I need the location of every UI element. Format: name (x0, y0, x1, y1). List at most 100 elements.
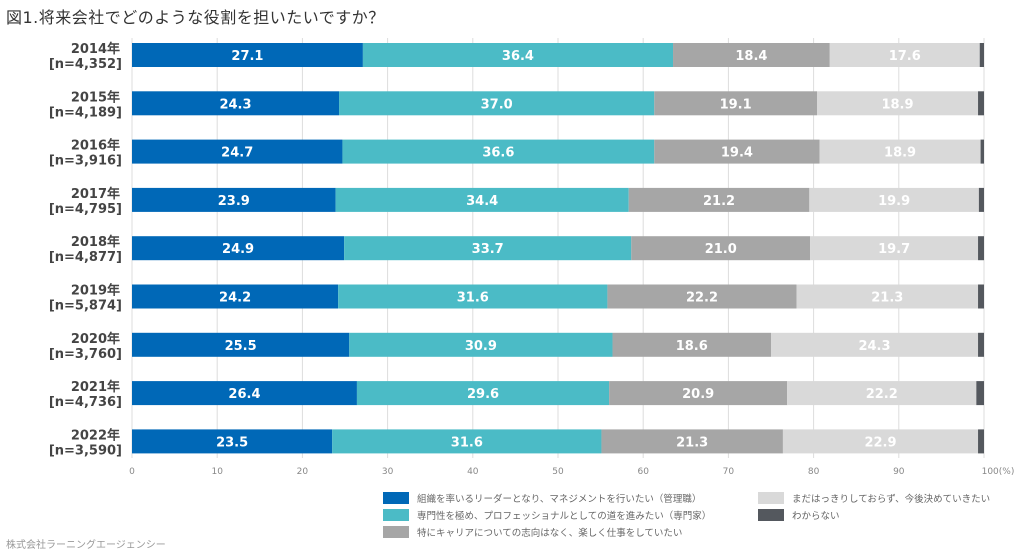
row-label-year: 2014年 (71, 41, 120, 57)
legend-item: まだはっきりしておらず、今後決めていきたい (758, 489, 990, 506)
legend-label: 組織を率いるリーダーとなり、マネジメントを行いたい（管理職） (417, 493, 702, 505)
row-label-n: [n=4,189] (49, 105, 122, 120)
bar-segment (342, 139, 655, 164)
bar-segment (771, 332, 979, 357)
bar-value-label: 25.5 (225, 339, 257, 354)
legend-right: まだはっきりしておらず、今後決めていきたい わからない (758, 489, 990, 523)
bar-value-label: 34.4 (466, 194, 498, 209)
bar-segment (809, 187, 979, 212)
bar-value-label: 33.7 (472, 242, 504, 257)
bar-value-label: 20.9 (682, 387, 714, 402)
bar-value-label: 27.1 (231, 49, 263, 64)
bar-segment (609, 381, 788, 406)
bar-value-label: 21.2 (703, 194, 735, 209)
row-label-year: 2015年 (71, 89, 120, 105)
legend-item: 特にキャリアについての志向はなく、楽しく仕事をしていたい (383, 523, 711, 540)
row-label-year: 2021年 (71, 379, 120, 395)
bar-value-label: 24.7 (221, 146, 253, 161)
legend-label: まだはっきりしておらず、今後決めていきたい (792, 493, 991, 505)
bar-value-label: 21.0 (705, 242, 737, 257)
bar-segment (978, 332, 984, 357)
bar-segment (810, 236, 979, 261)
bar-value-label: 21.3 (871, 291, 903, 306)
bar-segment (976, 381, 984, 406)
row-labels: 2014年[n=4,352] 2015年[n=4,189] 2016年[n=3,91… (49, 41, 122, 458)
bar-value-label: 19.9 (878, 194, 910, 209)
row-label-n: [n=4,352] (49, 57, 122, 72)
legend-label: 専門性を極め、プロフェッショナルとしての道を進みたい（専門家） (417, 510, 712, 522)
bar-value-label: 37.0 (481, 97, 513, 112)
bar-value-label: 31.6 (457, 291, 489, 306)
bar-value-label: 24.9 (222, 242, 254, 257)
bar-segment (978, 429, 984, 454)
x-tick-label: 20 (297, 467, 309, 477)
bar-value-label: 31.6 (451, 435, 483, 450)
legend-left: 組織を率いるリーダーとなり、マネジメントを行いたい（管理職） 専門性を極め、プロ… (383, 489, 711, 540)
bar-segment (673, 43, 830, 67)
x-tick-label: 70 (723, 467, 735, 477)
bar-segment (654, 91, 818, 116)
chart-title: 図1.将来会社でどのような役割を担いたいですか？ (6, 8, 385, 27)
bar-segment (978, 284, 984, 309)
bar-value-label: 23.5 (216, 435, 248, 450)
bar-value-label: 26.4 (228, 387, 260, 402)
bar-segment (132, 91, 340, 116)
bar-segment (796, 284, 979, 309)
x-tick-label: 50 (552, 467, 564, 477)
x-tick-label: 90 (893, 467, 905, 477)
row-label-year: 2017年 (71, 186, 120, 202)
bar-value-label: 18.9 (884, 146, 916, 161)
bar-segment (339, 91, 655, 116)
bar-value-label: 17.6 (889, 49, 921, 64)
bar-segment (132, 43, 363, 67)
bar-value-label: 19.7 (878, 242, 910, 257)
bar-value-label: 29.6 (467, 387, 499, 402)
legend-swatch (383, 525, 409, 538)
bar-segment (819, 139, 981, 164)
bar-segment (787, 381, 977, 406)
bar-segment (817, 91, 979, 116)
bar-value-label: 36.6 (482, 146, 514, 161)
bar-segment (132, 381, 357, 406)
bar-segment (601, 429, 783, 454)
x-tick-label: 80 (808, 467, 820, 477)
bar-segment (332, 429, 602, 454)
x-tick-label: 10 (211, 467, 223, 477)
bar-segment (356, 381, 610, 406)
bar-segment (607, 284, 797, 309)
bar-segment (654, 139, 820, 164)
bar-value-label: 24.2 (219, 291, 251, 306)
row-label-n: [n=3,590] (49, 443, 122, 458)
row-label-year: 2016年 (71, 138, 120, 154)
x-tick-label: 30 (382, 467, 394, 477)
x-tick-label: 40 (467, 467, 479, 477)
row-label-year: 2022年 (71, 427, 120, 443)
bar-segment (344, 236, 632, 261)
bar-segment (132, 429, 333, 454)
bar-segment (335, 187, 629, 212)
bar-segment (979, 43, 984, 67)
row-label-n: [n=3,916] (49, 154, 122, 169)
bar-segment (978, 236, 984, 261)
bar-segment (132, 187, 336, 212)
bar-segment (978, 91, 984, 116)
bar-segment (612, 332, 771, 357)
bar-segment (631, 236, 811, 261)
bar-segment (132, 236, 345, 261)
row-label-year: 2018年 (71, 234, 120, 250)
bar-value-label: 19.1 (720, 97, 752, 112)
bar-value-label: 18.6 (676, 339, 708, 354)
row-label-n: [n=5,874] (49, 299, 122, 314)
row-label-year: 2019年 (71, 283, 120, 299)
bar-value-label: 23.9 (218, 194, 250, 209)
x-tick-label: 100(%) (982, 467, 1015, 477)
stacked-bar-chart: 27.1 36.4 18.4 17.6 24.3 37.0 19.1 18.9 24.7 36.6… (49, 38, 1015, 477)
legend-swatch (758, 508, 784, 521)
bar-segment (338, 284, 608, 309)
legend-item: 専門性を極め、プロフェッショナルとしての道を進みたい（専門家） (383, 506, 711, 523)
bar-value-label: 18.4 (735, 49, 767, 64)
bar-segment (980, 139, 984, 164)
legend-label: 特にキャリアについての志向はなく、楽しく仕事をしていたい (417, 527, 683, 539)
bar-segment (362, 43, 674, 67)
bar-segment (132, 332, 350, 357)
